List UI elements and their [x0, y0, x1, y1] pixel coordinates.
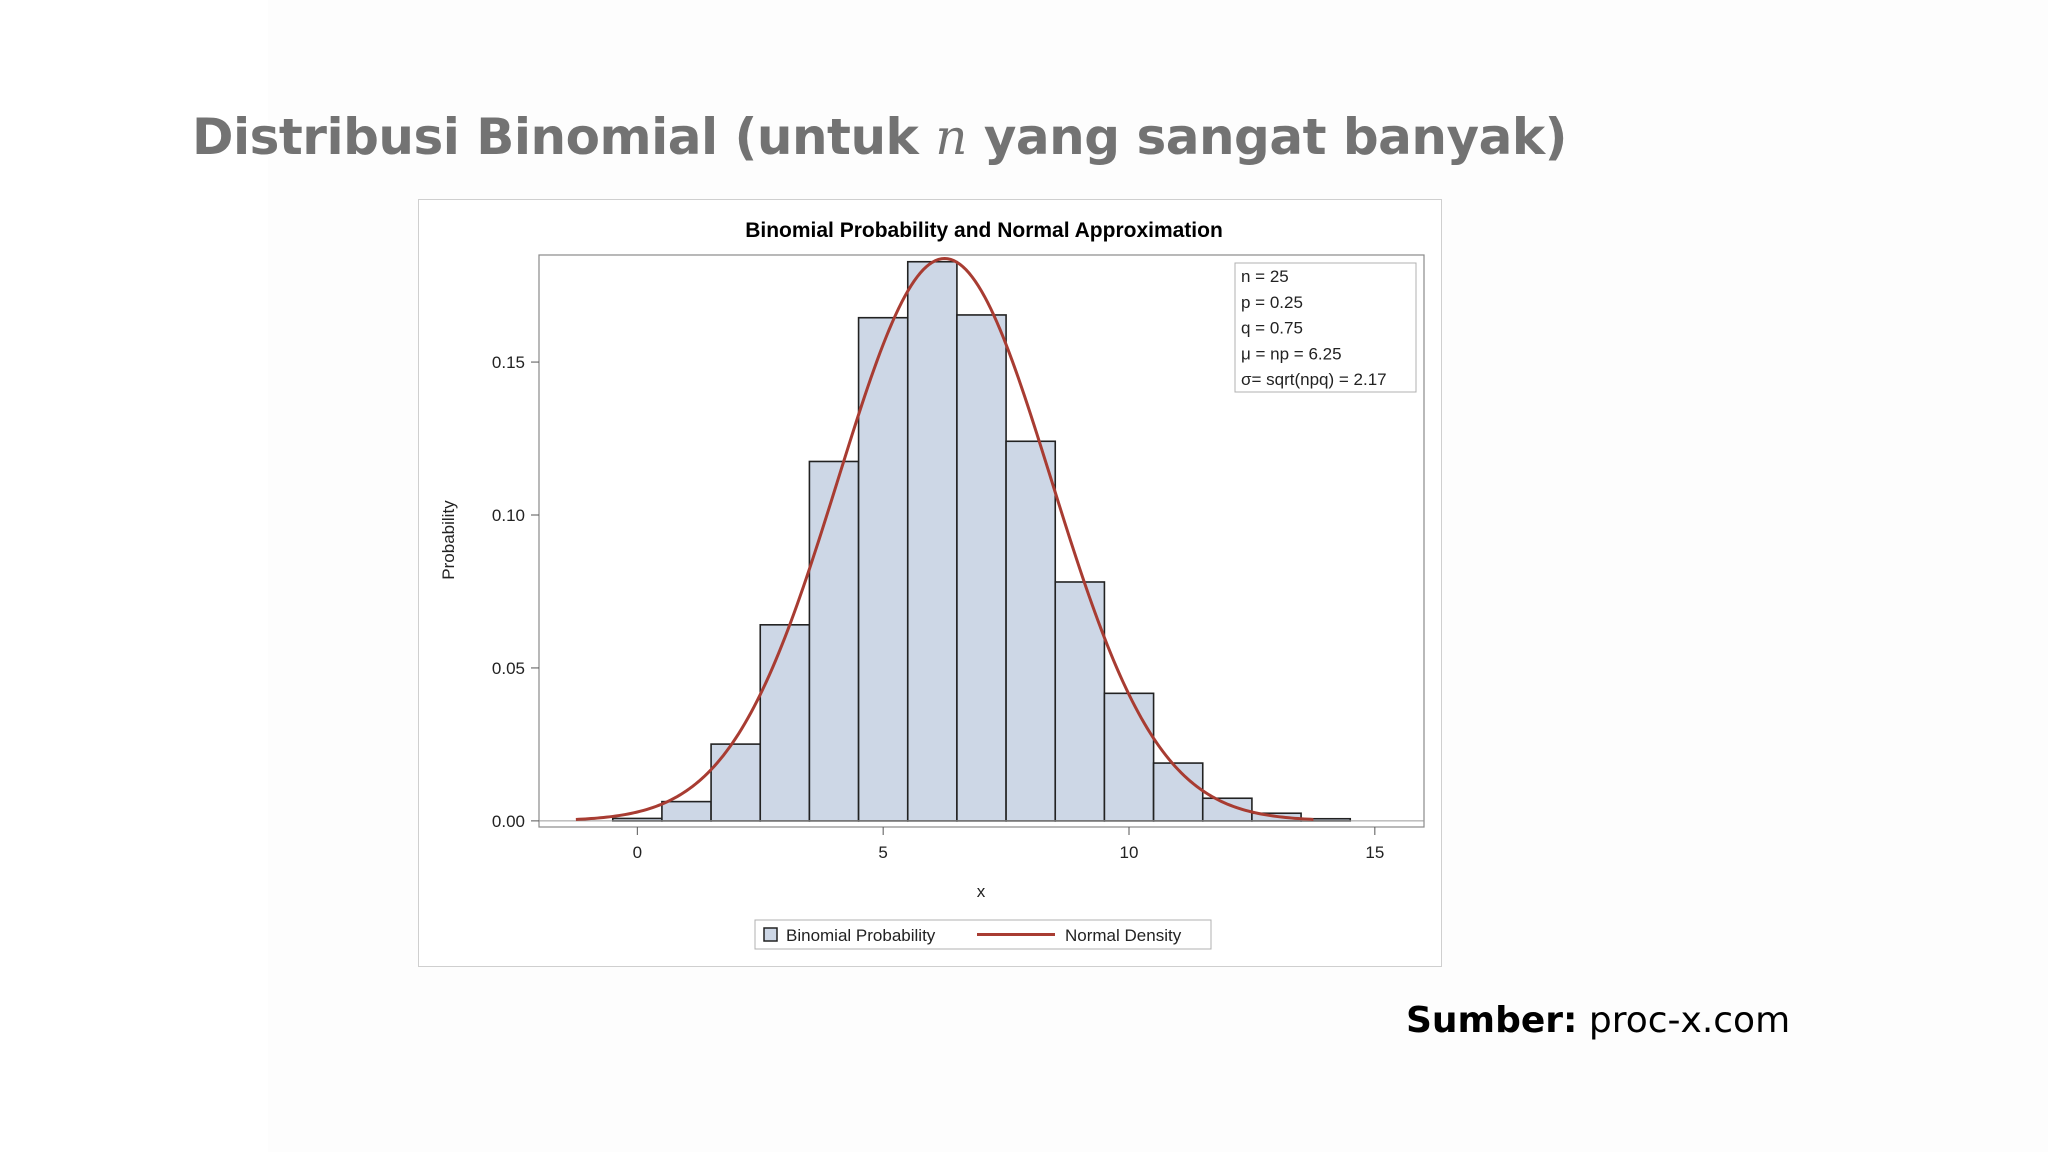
chart-svg: Binomial Probability and Normal Approxim… — [439, 219, 1425, 950]
legend-label-binomial: Binomial Probability — [786, 926, 936, 945]
histogram-bar — [808, 460, 860, 822]
chart-figure: Binomial Probability and Normal Approxim… — [418, 199, 1442, 967]
histogram-bar — [759, 624, 811, 822]
y-tick-label: 0.05 — [492, 659, 525, 678]
legend-swatch-binomial — [763, 927, 778, 942]
x-tick-label: 15 — [1365, 843, 1384, 862]
parameter-annotation-line: n = 25 — [1241, 267, 1289, 286]
y-tick-label: 0.10 — [492, 506, 525, 525]
legend-label-normal: Normal Density — [1065, 926, 1182, 945]
histogram-bar — [1005, 440, 1057, 822]
title-math-variable: n — [935, 108, 967, 166]
source-value: proc-x.com — [1577, 1000, 1791, 1041]
y-axis-title: Probability — [439, 500, 458, 580]
legend-box — [754, 919, 1212, 950]
parameter-annotation-line: p = 0.25 — [1241, 293, 1303, 312]
histogram-bar — [1103, 692, 1155, 822]
y-tick-label: 0.00 — [492, 812, 525, 831]
parameter-annotation-line: μ = np = 6.25 — [1241, 344, 1342, 363]
x-tick-label: 10 — [1120, 843, 1139, 862]
chart-title: Binomial Probability and Normal Approxim… — [745, 219, 1223, 242]
y-tick-label: 0.15 — [492, 353, 525, 372]
parameter-annotation-line: q = 0.75 — [1241, 319, 1303, 338]
title-text-before: Distribusi Binomial (untuk — [192, 108, 936, 166]
x-tick-label: 5 — [878, 843, 887, 862]
histogram-bar — [710, 743, 762, 822]
histogram-bar — [906, 260, 958, 822]
source-credit: Sumber: proc-x.com — [1406, 1000, 1790, 1041]
histogram-bar — [661, 800, 712, 822]
parameter-annotation-line: σ= sqrt(npq) = 2.17 — [1241, 370, 1387, 389]
x-axis-title: x — [977, 882, 986, 901]
parameter-annotation-box — [1234, 262, 1417, 393]
title-text-after: yang sangat banyak) — [966, 108, 1568, 166]
histogram-bar — [956, 314, 1007, 822]
slide-title: Distribusi Binomial (untuk n yang sangat… — [192, 108, 1567, 166]
source-label: Sumber: — [1406, 1000, 1578, 1041]
x-tick-label: 0 — [633, 843, 642, 862]
normal-density-curve — [575, 257, 1314, 821]
